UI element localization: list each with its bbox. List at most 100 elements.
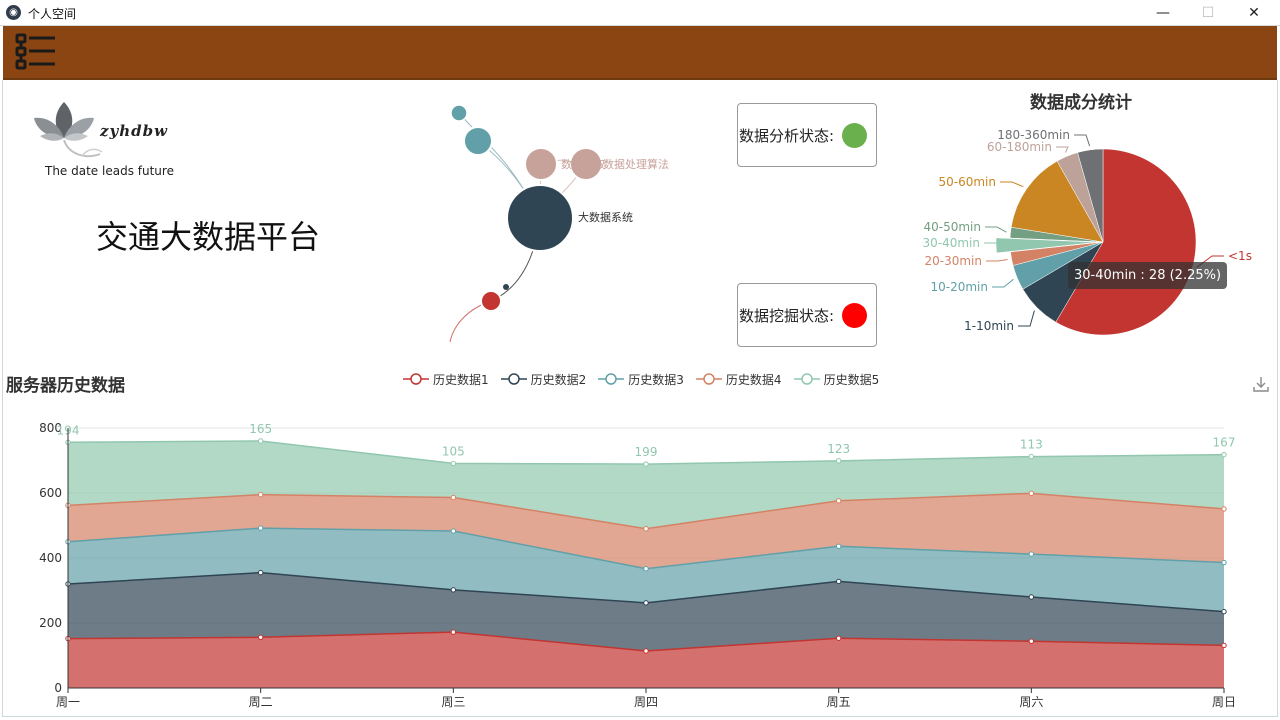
pie-label-line — [1074, 134, 1091, 147]
history-chart-title: 服务器历史数据 — [6, 376, 125, 396]
graph-node-teal[interactable] — [463, 126, 493, 156]
data-point[interactable] — [1221, 642, 1227, 649]
legend-item[interactable]: 历史数据1 — [403, 370, 489, 388]
legend-item[interactable]: 历史数据3 — [598, 370, 684, 388]
data-point[interactable] — [450, 494, 457, 501]
data-point[interactable] — [1221, 506, 1227, 512]
area-fill — [68, 441, 1224, 529]
data-point[interactable] — [257, 491, 264, 498]
logo-text: zyhdbw — [100, 122, 169, 140]
data-point[interactable] — [1221, 451, 1227, 458]
data-label: 113 — [1020, 438, 1043, 452]
data-point[interactable] — [835, 498, 842, 504]
content-frame — [2, 80, 1278, 717]
knowledge-graph[interactable]: 数据获取 数据处理算法 大数据系统 — [440, 98, 700, 348]
pie-label: 60-180min — [987, 140, 1052, 154]
data-point[interactable] — [643, 566, 649, 572]
window-title: 个人空间 — [28, 7, 77, 21]
data-label: 165 — [249, 422, 272, 436]
data-point[interactable] — [643, 600, 649, 606]
area-fill — [68, 572, 1224, 651]
data-point[interactable] — [1028, 594, 1035, 600]
pie-slice[interactable] — [1077, 148, 1104, 243]
close-button[interactable]: ✕ — [1248, 5, 1260, 21]
window-titlebar: ◉ 个人空间 — ☐ ✕ — [0, 0, 1280, 26]
x-tick-label: 周五 — [827, 695, 851, 709]
pie-slice[interactable] — [1010, 160, 1104, 243]
graph-node-data-acquire[interactable] — [524, 147, 558, 181]
graph-node-teal-small[interactable] — [450, 104, 468, 122]
legend-item[interactable]: 历史数据5 — [793, 370, 880, 388]
pie-slice[interactable] — [1010, 241, 1104, 266]
graph-node-red[interactable] — [480, 290, 502, 312]
data-point[interactable] — [643, 526, 649, 532]
top-header — [3, 26, 1277, 80]
graph-label-acquire: 数据获取 — [561, 157, 605, 171]
pie-label: 1-10min — [964, 319, 1014, 333]
data-point[interactable] — [257, 569, 264, 576]
menu-list-icon[interactable] — [15, 32, 57, 72]
data-label: 167 — [1213, 436, 1236, 450]
data-point[interactable] — [835, 635, 842, 641]
mining-status-box: 数据挖掘状态: — [737, 283, 877, 347]
legend-item[interactable]: 历史数据4 — [695, 370, 782, 388]
minimize-button[interactable]: — — [1156, 5, 1170, 21]
legend-label: 历史数据3 — [628, 372, 684, 387]
legend-marker-icon — [598, 373, 625, 385]
data-point[interactable] — [1028, 551, 1035, 557]
legend-marker-icon — [793, 373, 820, 385]
graph-node-dot[interactable] — [503, 284, 509, 290]
data-point[interactable] — [835, 543, 842, 550]
data-point[interactable] — [450, 528, 457, 534]
data-point[interactable] — [257, 438, 264, 444]
y-tick-label: 0 — [54, 681, 62, 695]
graph-node-processing[interactable] — [569, 147, 603, 181]
pie-label-line — [986, 258, 1008, 262]
pie-tooltip: 30-40min : 28 (2.25%) — [1068, 262, 1228, 289]
history-chart-legend[interactable]: 历史数据1 历史数据2 历史数据3 历史数据4 历史数据5 — [403, 370, 879, 388]
legend-marker-icon — [403, 373, 429, 385]
lotus-logo-icon — [34, 102, 103, 158]
maximize-button[interactable]: ☐ — [1201, 5, 1215, 21]
pie-label: 10-20min — [931, 280, 989, 294]
data-point[interactable] — [835, 578, 842, 585]
pie-label-line — [985, 226, 1007, 233]
pie-slice[interactable] — [995, 237, 1098, 254]
data-point[interactable] — [643, 461, 649, 467]
x-tick-label: 周二 — [249, 695, 273, 709]
composition-pie-chart[interactable]: <1s 1-10min 10-20min 20-30min 30-40min 40-50m… — [900, 84, 1270, 344]
download-icon[interactable] — [1252, 375, 1270, 393]
data-point[interactable] — [643, 648, 649, 654]
data-point[interactable] — [1221, 608, 1227, 615]
analysis-status-label: 数据分析状态: — [739, 127, 835, 145]
data-label: 105 — [442, 444, 465, 458]
mining-status-label: 数据挖掘状态: — [739, 307, 835, 325]
legend-label: 历史数据1 — [433, 372, 489, 387]
data-point[interactable] — [1221, 559, 1227, 566]
data-point[interactable] — [450, 460, 457, 467]
data-point[interactable] — [257, 525, 264, 531]
legend-item[interactable]: 历史数据2 — [500, 370, 587, 388]
legend-label: 历史数据2 — [530, 372, 587, 387]
y-tick-label: 600 — [39, 486, 62, 500]
data-point[interactable] — [1028, 638, 1035, 644]
data-point[interactable] — [835, 458, 842, 464]
graph-label-center: 大数据系统 — [578, 210, 633, 224]
graph-label-processing: 数据处理算法 — [603, 157, 669, 171]
slogan: The date leads future — [45, 164, 174, 178]
data-point[interactable] — [1028, 490, 1035, 497]
data-point[interactable] — [1028, 453, 1035, 460]
x-tick-label: 周六 — [1019, 695, 1043, 709]
data-point[interactable] — [257, 634, 264, 641]
data-label: 199 — [635, 445, 658, 459]
pie-label-line — [992, 278, 1014, 288]
pie-label-line — [1018, 310, 1035, 327]
data-point[interactable] — [450, 629, 457, 635]
data-point[interactable] — [450, 587, 457, 593]
legend-label: 历史数据5 — [823, 372, 880, 387]
y-tick-label: 400 — [39, 551, 62, 565]
x-tick-label: 周三 — [441, 695, 465, 709]
graph-node-bigdata-system[interactable] — [506, 184, 574, 252]
pie-label-line — [1000, 181, 1024, 188]
